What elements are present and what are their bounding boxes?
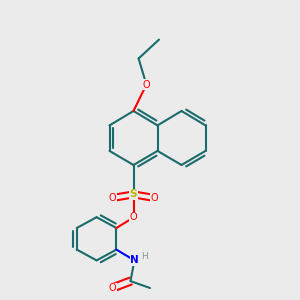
Text: O: O xyxy=(109,283,116,293)
Text: O: O xyxy=(142,80,150,90)
Text: O: O xyxy=(151,193,158,203)
Text: N: N xyxy=(130,255,139,266)
Text: O: O xyxy=(109,193,116,203)
Text: O: O xyxy=(130,212,137,223)
Text: H: H xyxy=(141,252,147,261)
Text: S: S xyxy=(130,189,137,200)
